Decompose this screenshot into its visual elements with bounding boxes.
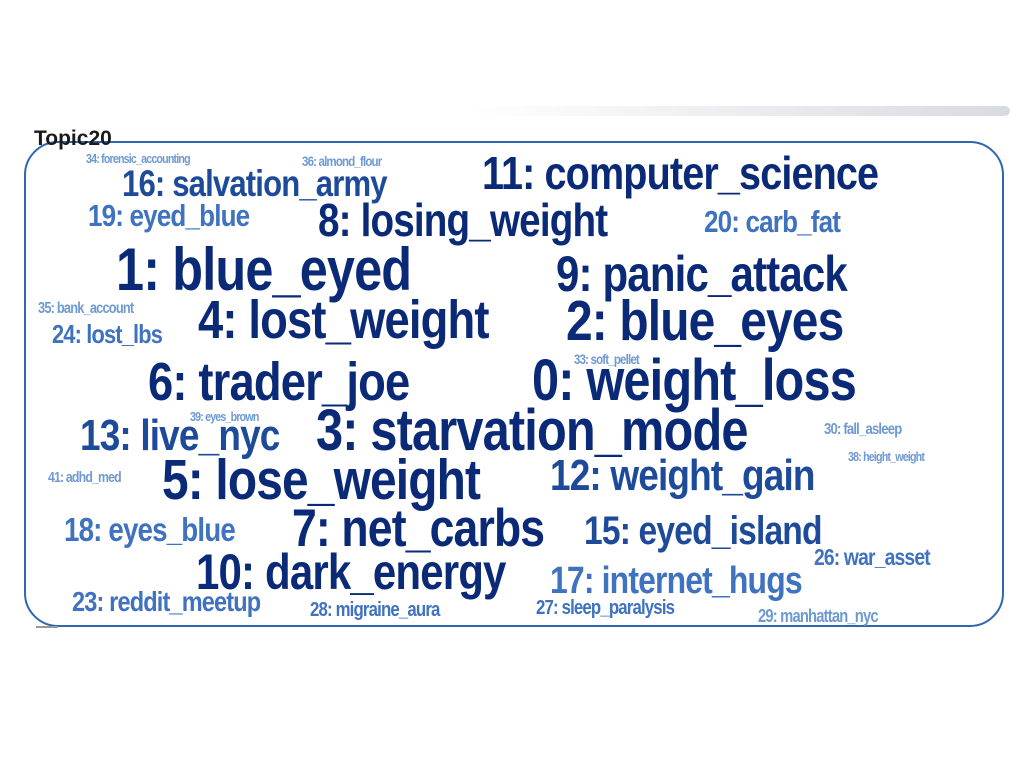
word-w39: 39: eyes_brown	[190, 409, 259, 424]
corner-tick	[36, 626, 58, 628]
word-w9: 9: panic_attack	[556, 246, 848, 302]
word-cloud-frame	[24, 141, 1004, 627]
word-w29: 29: manhattan_nyc	[758, 606, 879, 626]
word-w10: 10: dark_energy	[196, 544, 506, 600]
word-w30: 30: fall_asleep	[824, 421, 902, 438]
word-w0: 0: weight_loss	[532, 348, 857, 413]
word-w13: 13: live_nyc	[80, 411, 280, 460]
word-w36: 36: almond_flour	[302, 153, 382, 169]
word-w19: 19: eyed_blue	[88, 198, 250, 233]
word-w1: 1: blue_eyed	[116, 236, 412, 303]
word-w3: 3: starvation_mode	[316, 398, 748, 463]
word-w24: 24: lost_lbs	[52, 319, 163, 349]
word-w12: 12: weight_gain	[550, 451, 816, 500]
word-w2: 2: blue_eyes	[566, 289, 844, 353]
word-w34: 34: forensic_accounting	[86, 151, 191, 166]
word-w41: 41: adhd_med	[48, 469, 122, 486]
word-w8: 8: losing_weight	[318, 194, 608, 246]
faint-header-strip	[470, 106, 1010, 116]
word-w7: 7: net_carbs	[292, 499, 545, 558]
word-w11: 11: computer_science	[482, 147, 879, 199]
word-w6: 6: trader_joe	[148, 352, 410, 412]
word-w35: 35: bank_account	[38, 300, 134, 317]
word-w18: 18: eyes_blue	[64, 511, 236, 548]
word-w28: 28: migraine_aura	[310, 599, 440, 621]
figure-title: Topic20	[34, 127, 112, 150]
word-w16: 16: salvation_army	[122, 163, 388, 204]
word-w5: 5: lose_weight	[162, 448, 481, 512]
word-w15: 15: eyed_island	[584, 509, 823, 553]
word-w27: 27: sleep_paralysis	[536, 597, 675, 619]
word-w33: 33: soft_pellet	[574, 351, 640, 367]
word-w20: 20: carb_fat	[704, 204, 841, 239]
word-w4: 4: lost_weight	[198, 290, 490, 350]
word-w17: 17: internet_hugs	[550, 560, 803, 602]
word-w23: 23: reddit_meetup	[72, 586, 261, 617]
word-w26: 26: war_asset	[814, 544, 931, 570]
word-w38: 38: height_weight	[848, 449, 925, 464]
